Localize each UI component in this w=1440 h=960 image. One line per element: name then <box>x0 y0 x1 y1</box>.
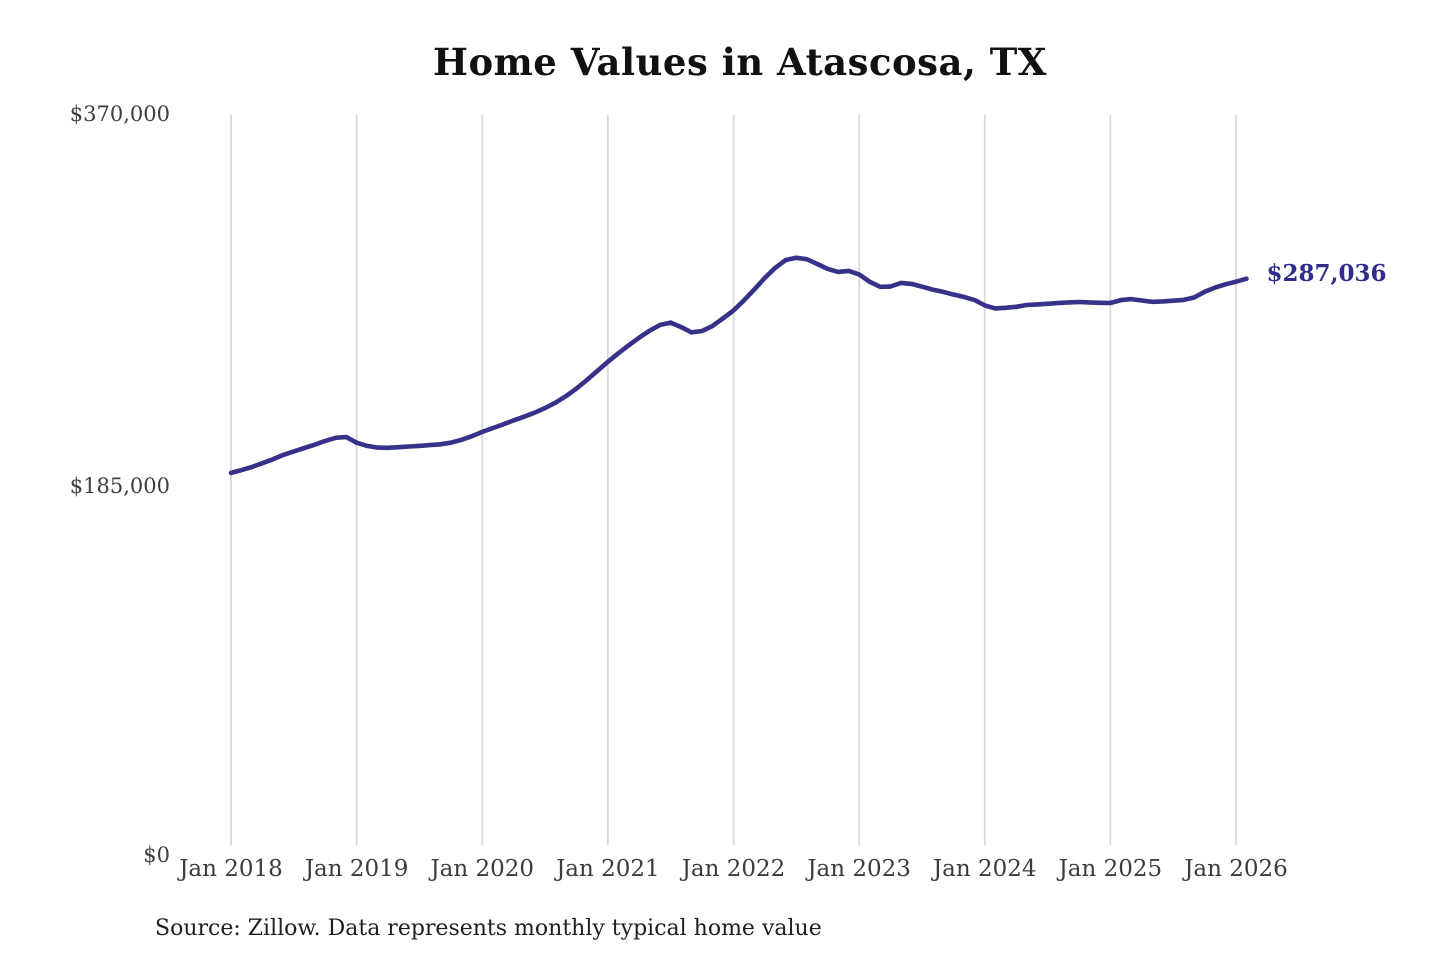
source-note: Source: Zillow. Data represents monthly … <box>155 916 822 941</box>
x-tick-label: Jan 2022 <box>681 856 786 882</box>
x-tick-label: Jan 2020 <box>430 856 535 882</box>
x-tick-label: Jan 2019 <box>304 856 409 882</box>
home-value-line <box>228 255 1249 476</box>
gridlines <box>230 115 1237 845</box>
y-axis-label-370000: $370,000 <box>69 102 170 126</box>
chart-title: Home Values in Atascosa, TX <box>432 40 1047 84</box>
x-tick-label: Jan 2025 <box>1058 856 1163 882</box>
y-axis-label-185000: $185,000 <box>69 474 170 498</box>
x-tick-label: Jan 2026 <box>1184 856 1288 882</box>
y-axis-label-0: $0 <box>143 843 170 867</box>
x-tick-label: Jan 2024 <box>932 856 1037 882</box>
x-tick-label: Jan 2023 <box>807 856 911 882</box>
latest-value-label: $287,036 <box>1266 259 1387 287</box>
x-tick-label: Jan 2021 <box>556 856 660 882</box>
x-tick-label: Jan 2018 <box>179 856 283 882</box>
